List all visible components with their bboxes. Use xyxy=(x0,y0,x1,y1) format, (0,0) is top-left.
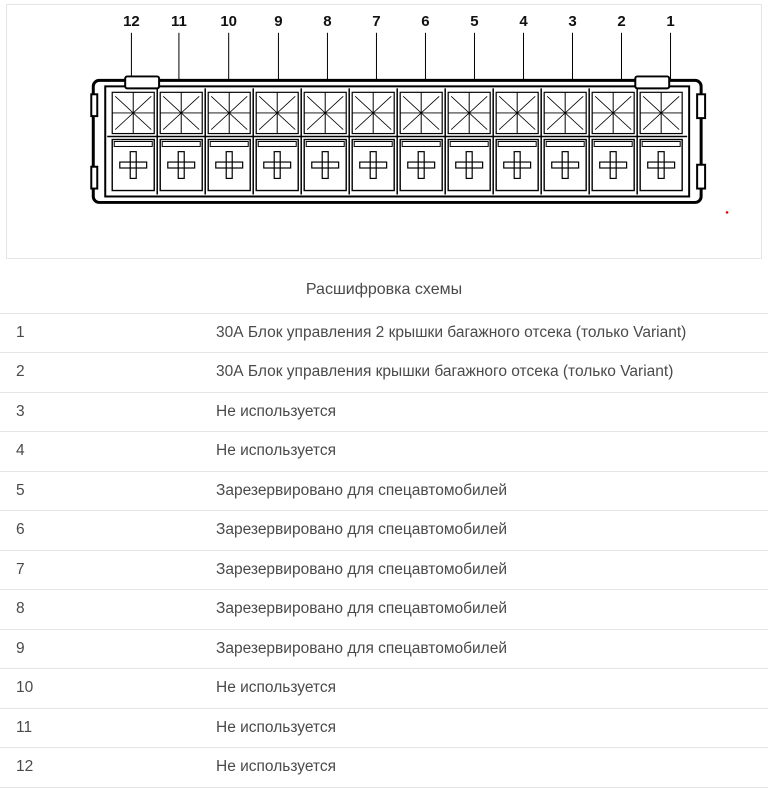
row-description: Не используется xyxy=(216,708,768,747)
fuse-box-diagram: 121110987654321 xyxy=(6,4,762,259)
table-row: 130А Блок управления 2 крышки багажного … xyxy=(0,314,768,353)
row-number: 6 xyxy=(0,511,216,550)
row-description: Не используется xyxy=(216,669,768,708)
table-row: 11Не используется xyxy=(0,708,768,747)
row-description: Не используется xyxy=(216,392,768,431)
row-number: 7 xyxy=(0,550,216,589)
row-number: 12 xyxy=(0,748,216,787)
table-row: 7Зарезервировано для спецавтомобилей xyxy=(0,550,768,589)
row-description: 30А Блок управления 2 крышки багажного о… xyxy=(216,314,768,353)
table-row: 10Не используется xyxy=(0,669,768,708)
diagram-svg xyxy=(7,5,761,258)
row-number: 10 xyxy=(0,669,216,708)
row-number: 4 xyxy=(0,432,216,471)
legend-table: 130А Блок управления 2 крышки багажного … xyxy=(0,313,768,788)
row-description: Не используется xyxy=(216,432,768,471)
row-description: Зарезервировано для спецавтомобилей xyxy=(216,471,768,510)
row-number: 3 xyxy=(0,392,216,431)
row-number: 5 xyxy=(0,471,216,510)
table-row: 6Зарезервировано для спецавтомобилей xyxy=(0,511,768,550)
row-description: Зарезервировано для спецавтомобилей xyxy=(216,629,768,668)
row-description: Зарезервировано для спецавтомобилей xyxy=(216,511,768,550)
table-row: 3Не используется xyxy=(0,392,768,431)
row-number: 2 xyxy=(0,353,216,392)
table-row: 12Не используется xyxy=(0,748,768,787)
table-row: 5Зарезервировано для спецавтомобилей xyxy=(0,471,768,510)
table-caption: Расшифровка схемы xyxy=(0,281,768,299)
table-row: 8Зарезервировано для спецавтомобилей xyxy=(0,590,768,629)
row-description: Не используется xyxy=(216,748,768,787)
row-number: 11 xyxy=(0,708,216,747)
table-row: 230А Блок управления крышки багажного от… xyxy=(0,353,768,392)
row-description: Зарезервировано для спецавтомобилей xyxy=(216,590,768,629)
page: 121110987654321 Расшифровка схемы 130А Б… xyxy=(0,4,768,788)
row-number: 8 xyxy=(0,590,216,629)
row-number: 1 xyxy=(0,314,216,353)
table-row: 4Не используется xyxy=(0,432,768,471)
table-row: 9Зарезервировано для спецавтомобилей xyxy=(0,629,768,668)
row-description: 30А Блок управления крышки багажного отс… xyxy=(216,353,768,392)
row-description: Зарезервировано для спецавтомобилей xyxy=(216,550,768,589)
row-number: 9 xyxy=(0,629,216,668)
